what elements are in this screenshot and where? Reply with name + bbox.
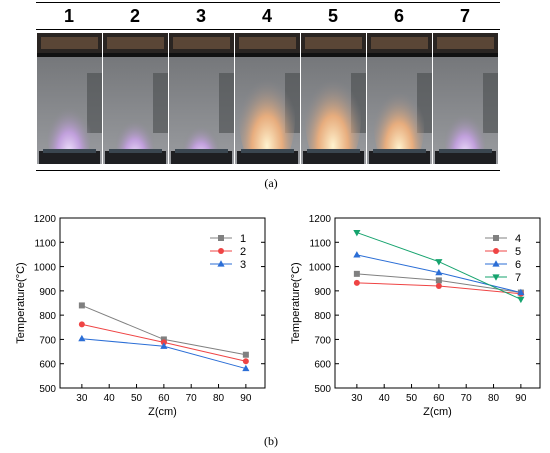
- data-point-3-0: [78, 334, 86, 342]
- bottom-rule: [36, 170, 500, 171]
- data-point-5-1: [435, 283, 442, 289]
- data-point-4-0: [353, 270, 360, 277]
- plot-frame: [334, 217, 541, 389]
- photo-label-6: 6: [393, 6, 404, 26]
- plot-frame: [59, 217, 266, 389]
- x-tick-label: 60: [158, 393, 170, 404]
- legend-marker-7: [492, 274, 500, 281]
- data-point-4-1: [435, 277, 442, 284]
- data-point-1-2: [242, 351, 249, 358]
- flame-photo-1: [37, 33, 102, 164]
- x-tick-label: 50: [406, 393, 418, 404]
- x-tick-label: 40: [104, 393, 116, 404]
- x-tick-label: 60: [433, 393, 445, 404]
- flame-photo-4: [235, 33, 300, 164]
- y-tick-label: 1000: [309, 263, 332, 274]
- legend-label-3: 3: [240, 259, 246, 271]
- x-tick-label: 70: [186, 393, 198, 404]
- photo-label-7: 7: [459, 6, 470, 26]
- y-tick-label: 700: [39, 335, 56, 346]
- data-point-2-1: [160, 339, 167, 346]
- legend-marker-4: [493, 235, 499, 241]
- data-point-1-0: [78, 302, 85, 309]
- y-tick-label: 1100: [34, 238, 56, 249]
- photo-label-2: 2: [129, 6, 140, 26]
- x-tick-label: 30: [76, 393, 88, 404]
- data-point-2-2: [242, 358, 249, 365]
- y-tick-label: 1200: [309, 214, 332, 225]
- flame-photo-strip: 1 2 3 4 5 6 7: [36, 0, 500, 172]
- y-tick-label: 1100: [309, 238, 331, 249]
- flame-photo-6: [367, 33, 432, 164]
- y-tick-label: 1200: [34, 214, 57, 225]
- x-tick-label: 30: [351, 393, 363, 404]
- y-tick-label: 500: [314, 384, 331, 395]
- photo-label-1: 1: [63, 6, 74, 26]
- y-tick-label: 1000: [34, 263, 57, 274]
- chart-right: 500 600 700 800 900 1000 1100 1200 30 40 50 60 70 80 9…: [275, 200, 550, 425]
- data-point-3-1: [160, 342, 168, 349]
- legend-marker-1: [218, 235, 224, 241]
- data-point-6-0: [353, 251, 361, 258]
- x-axis-label: Z(cm): [423, 406, 452, 418]
- data-point-2-0: [78, 321, 85, 328]
- legend-marker-5: [493, 248, 499, 254]
- legend-label-5: 5: [515, 246, 521, 258]
- x-tick-label: 80: [488, 393, 500, 404]
- x-tick-label: 80: [213, 393, 225, 404]
- data-point-7-0: [353, 229, 361, 237]
- y-axis-label: Temperature(°C): [15, 262, 27, 343]
- photo-label-5: 5: [327, 6, 338, 26]
- legend-label-2: 2: [240, 246, 246, 258]
- y-tick-label: 500: [39, 384, 56, 395]
- flame-photo-7: [433, 33, 498, 164]
- legend-marker-2: [218, 248, 224, 254]
- x-tick-label: 70: [461, 393, 473, 404]
- x-tick-label: 50: [131, 393, 143, 404]
- data-point-6-1: [435, 268, 443, 276]
- flame-photo-5: [301, 33, 366, 164]
- x-tick-label: 90: [240, 393, 252, 404]
- chart-left: 500 600 700 800 900 1000 1100 1200 30 40 50 60 70 80 9…: [0, 200, 275, 425]
- data-point-7-1: [435, 259, 443, 266]
- y-tick-label: 900: [39, 287, 56, 298]
- chart-svg-1: 500 600 700 800 900 1000 1100 1200 30 40 50 60 70 80 9…: [290, 214, 541, 418]
- flame-photo-2: [103, 33, 168, 164]
- y-tick-label: 900: [314, 287, 331, 298]
- legend-label-1: 1: [240, 233, 246, 245]
- top-rule: [36, 2, 500, 3]
- legend-marker-3: [217, 260, 225, 267]
- data-point-5-0: [353, 279, 360, 286]
- caption-b: (b): [264, 434, 278, 448]
- data-point-6-2: [517, 288, 525, 296]
- legend-label-6: 6: [515, 259, 521, 271]
- y-tick-label: 700: [314, 335, 331, 346]
- flame-photo-3: [169, 33, 234, 164]
- legend-label-7: 7: [515, 272, 521, 284]
- y-tick-label: 800: [39, 311, 56, 322]
- y-axis-label: Temperature(°C): [290, 262, 302, 343]
- legend-marker-6: [492, 260, 500, 267]
- data-point-7-2: [517, 296, 525, 304]
- x-tick-label: 40: [379, 393, 391, 404]
- chart-svg-0: 500 600 700 800 900 1000 1100 1200 30 40 50 60 70 80 9…: [15, 214, 266, 418]
- header-rule: [36, 29, 500, 30]
- photo-label-4: 4: [261, 6, 272, 26]
- x-axis-label: Z(cm): [148, 406, 177, 418]
- caption-a: (a): [264, 176, 278, 190]
- photo-label-3: 3: [195, 6, 206, 26]
- legend-label-4: 4: [515, 233, 521, 245]
- data-point-3-2: [242, 364, 250, 372]
- y-tick-label: 600: [39, 360, 56, 371]
- y-tick-label: 800: [314, 311, 331, 322]
- x-tick-label: 90: [515, 393, 527, 404]
- y-tick-label: 600: [314, 360, 331, 371]
